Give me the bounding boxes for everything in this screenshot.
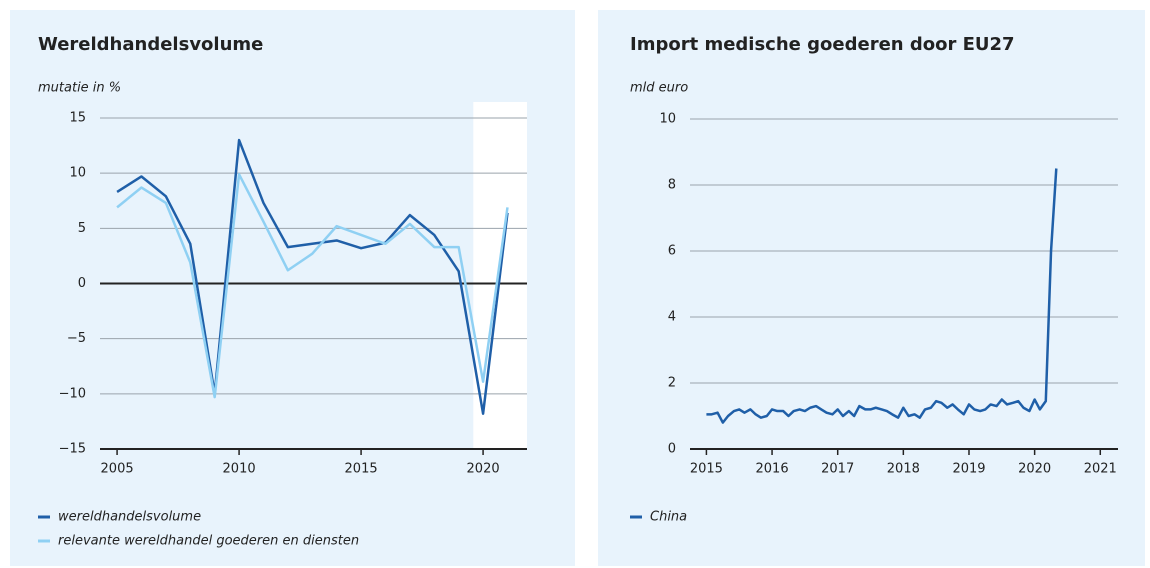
chart-title: Import medische goederen door EU27 [630, 34, 1015, 55]
x-tick-label: 2015 [345, 462, 378, 477]
x-tick-label: 2016 [756, 462, 789, 477]
x-tick-label: 2005 [101, 462, 134, 477]
y-tick-label: −15 [59, 442, 86, 457]
y-tick-label: 2 [668, 376, 676, 391]
y-tick-label: 6 [668, 244, 676, 259]
y-tick-label: 0 [668, 442, 676, 457]
y-tick-label: 10 [659, 112, 676, 127]
x-tick-label: 2017 [821, 462, 854, 477]
y-axis-label: mutatie in % [38, 81, 121, 96]
x-tick-label: 2015 [690, 462, 723, 477]
x-tick-label: 2020 [467, 462, 500, 477]
legend-label: wereldhandelsvolume [58, 510, 201, 525]
y-tick-label: −10 [59, 386, 86, 401]
chart-title: Wereldhandelsvolume [38, 34, 263, 55]
series-line [706, 168, 1058, 424]
series-line [116, 173, 509, 399]
panel [598, 10, 1145, 566]
y-tick-label: −5 [67, 331, 86, 346]
y-tick-label: 8 [668, 178, 676, 193]
x-tick-label: 2019 [952, 462, 985, 477]
y-tick-label: 4 [668, 310, 676, 325]
legend-label: China [650, 510, 687, 525]
y-axis-label: mld euro [630, 81, 688, 96]
legend-label: relevante wereldhandel goederen en diens… [58, 534, 359, 549]
y-tick-label: 0 [78, 276, 86, 291]
x-tick-label: 2020 [1018, 462, 1051, 477]
x-tick-label: 2021 [1084, 462, 1117, 477]
y-tick-label: 5 [78, 221, 86, 236]
x-tick-label: 2018 [887, 462, 920, 477]
x-tick-label: 2010 [223, 462, 256, 477]
y-tick-label: 10 [69, 166, 86, 181]
y-tick-label: 15 [69, 111, 86, 126]
